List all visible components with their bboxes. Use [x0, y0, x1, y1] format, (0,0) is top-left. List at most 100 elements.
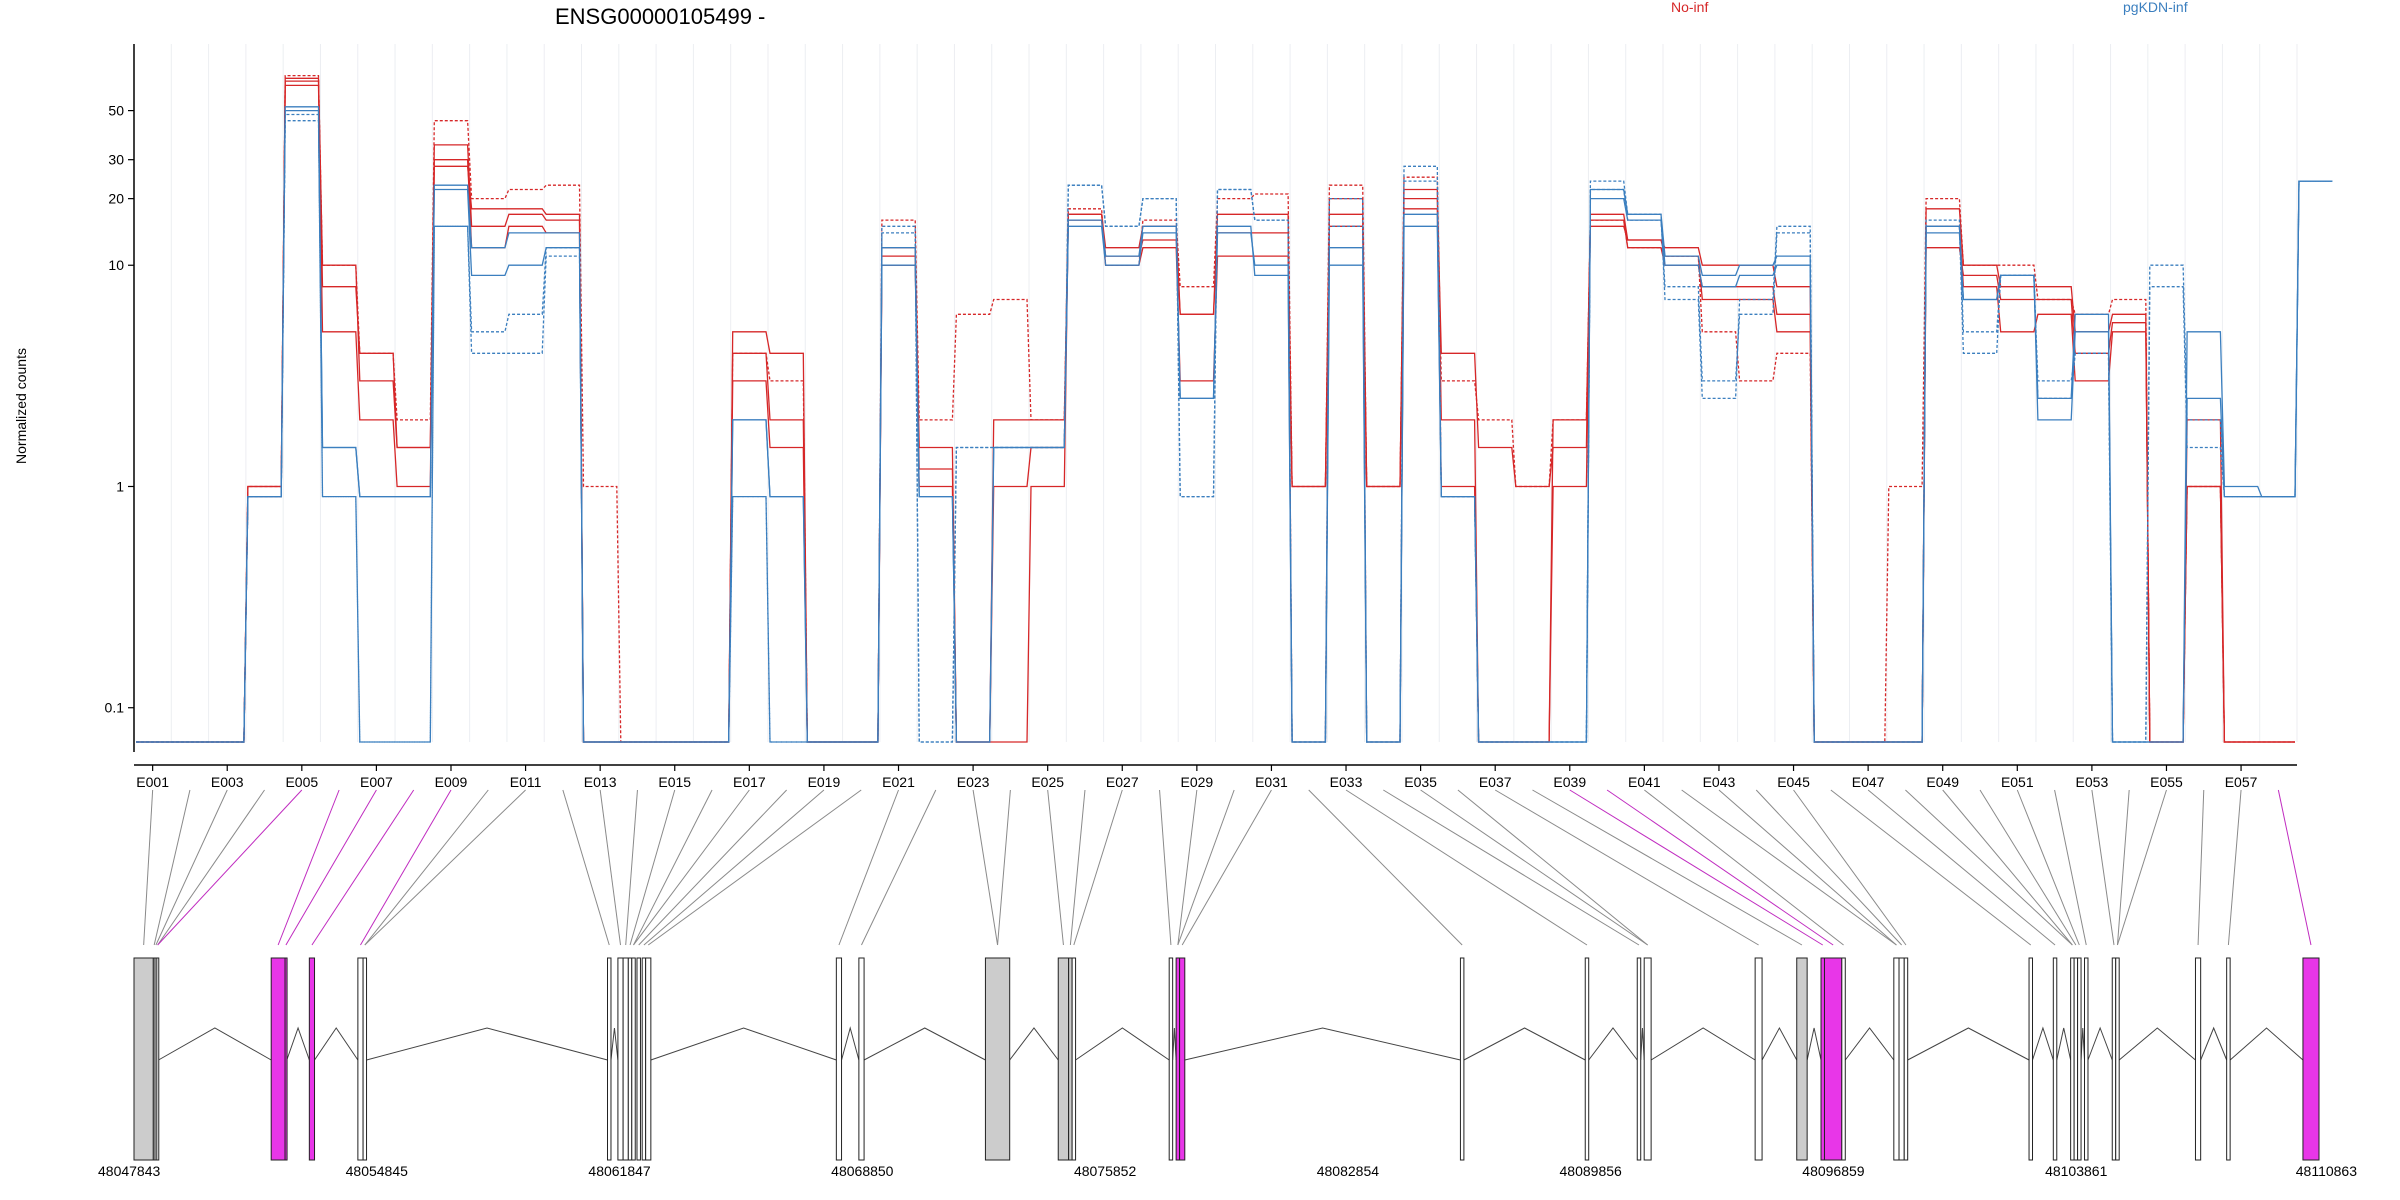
- exon-connector: [311, 789, 415, 946]
- exon-connector: [1069, 789, 1086, 946]
- gene-exon-block: [1823, 957, 1843, 1161]
- exon-connector: [599, 789, 622, 946]
- x-tick-label: E029: [1181, 774, 1214, 790]
- gene-exon-block: [357, 957, 364, 1161]
- exon-connector: [1345, 789, 1588, 946]
- exon-connector: [629, 789, 676, 946]
- intron-line: [314, 1027, 359, 1061]
- gene-exon-block: [1584, 957, 1590, 1161]
- x-tick-label: E047: [1852, 774, 1885, 790]
- intron-line: [610, 1027, 619, 1061]
- gene-exon-block: [284, 957, 288, 1161]
- intron-line: [1806, 1027, 1822, 1061]
- x-tick-label: E033: [1330, 774, 1363, 790]
- y-tick-label: 50: [108, 103, 124, 119]
- intron-line: [2200, 1026, 2228, 1061]
- x-axis: E001 E003 E005 E007 E009 E011 E013 E015 E017 E019…: [134, 764, 2297, 790]
- intron-line: [1463, 1027, 1586, 1061]
- exon-connector: [1047, 789, 1064, 946]
- gene-exon-block: [362, 957, 368, 1161]
- gene-exon-block: [2111, 957, 2117, 1161]
- exon-connector: [2227, 789, 2242, 946]
- intron-line: [1184, 1027, 1461, 1061]
- exon-connector: [277, 789, 340, 946]
- intron-line: [841, 1026, 860, 1061]
- genomic-coordinate-label: 48061847: [588, 1163, 651, 1179]
- y-axis-label: Normalized counts: [13, 348, 29, 464]
- intron-line: [2229, 1027, 2304, 1061]
- gene-exon-block: [2073, 957, 2079, 1161]
- intron-line: [1650, 1027, 1756, 1061]
- exon-connector: [972, 789, 999, 946]
- series-lines: [136, 74, 2333, 743]
- gene-exon-block: [1459, 957, 1465, 1161]
- x-tick-label: E057: [2225, 774, 2258, 790]
- x-tick-label: E051: [2001, 774, 2034, 790]
- gene-exon-block: [1903, 957, 1909, 1161]
- exon-connector: [1606, 789, 1834, 946]
- genomic-coordinates: 48047843 48054845 48061847 48068850 48075852…: [98, 1163, 2357, 1179]
- gene-exon-block: [641, 957, 647, 1161]
- intron-line: [2080, 1027, 2086, 1061]
- gene-exon-block: [858, 957, 865, 1161]
- gene-exon-block: [627, 957, 633, 1161]
- exon-connector: [360, 789, 452, 946]
- x-tick-label: E037: [1479, 774, 1512, 790]
- x-tick-label: E031: [1255, 774, 1288, 790]
- gene-exon-block: [617, 957, 624, 1161]
- genomic-coordinate-label: 48096859: [1802, 1163, 1865, 1179]
- intron-line: [1907, 1027, 2030, 1061]
- exon-connector: [633, 789, 713, 946]
- x-tick-label: E009: [435, 774, 468, 790]
- gene-exon-block: [622, 957, 629, 1161]
- gene-exon-block: [607, 957, 612, 1161]
- x-tick-label: E039: [1553, 774, 1586, 790]
- gene-exon-block: [1820, 957, 1825, 1161]
- gene-exon-block: [1175, 957, 1181, 1161]
- intron-line: [2056, 1027, 2072, 1061]
- exon-connector: [2116, 789, 2167, 946]
- exon-connector: [157, 789, 303, 946]
- x-tick-label: E041: [1628, 774, 1661, 790]
- intron-line: [1172, 1027, 1177, 1061]
- x-tick-label: E015: [658, 774, 691, 790]
- gene-exon-block: [156, 957, 160, 1161]
- intron-line: [650, 1027, 837, 1061]
- gene-exon-block: [1179, 957, 1186, 1161]
- y-tick-label: 0.1: [105, 700, 125, 716]
- exon-connector: [2054, 789, 2087, 946]
- exon-connector: [2016, 789, 2080, 946]
- gene-exon-block: [1071, 957, 1077, 1161]
- gene-exon-block: [645, 957, 652, 1161]
- gene-exon-block: [2226, 957, 2231, 1161]
- exon-connector: [838, 789, 899, 946]
- gene-exon-block: [1643, 957, 1652, 1161]
- exon-connector: [2277, 789, 2312, 946]
- series-line: [136, 109, 2333, 743]
- gene-exon-block: [984, 957, 1011, 1161]
- exon-connector: [1457, 789, 1648, 946]
- series-line: [136, 106, 2333, 743]
- x-tick-label: E025: [1031, 774, 1064, 790]
- series-line: [136, 113, 2333, 743]
- gene-exon-block: [308, 957, 316, 1161]
- gene-exon-block: [1796, 957, 1808, 1161]
- gene-exon-block: [2070, 957, 2075, 1161]
- exon-connector: [861, 789, 937, 946]
- gene-exon-block: [2194, 957, 2202, 1161]
- legend-label-pgkdn-inf: pgKDN-inf: [2123, 0, 2188, 15]
- exon-connector: [1979, 789, 2077, 946]
- x-tick-label: E005: [285, 774, 318, 790]
- intron-line: [2118, 1027, 2196, 1061]
- gene-exon-block: [1057, 957, 1070, 1161]
- intron-line: [1844, 1027, 1895, 1061]
- genomic-coordinate-label: 48103861: [2045, 1163, 2108, 1179]
- exon-connector: [1867, 789, 2056, 946]
- x-tick-label: E011: [510, 774, 542, 790]
- intron-line: [1761, 1026, 1798, 1061]
- exon-connector: [625, 789, 638, 946]
- exon-connector: [1644, 789, 1844, 946]
- exon-connector: [1681, 789, 1897, 946]
- chart-title: ENSG00000105499 -: [555, 4, 765, 29]
